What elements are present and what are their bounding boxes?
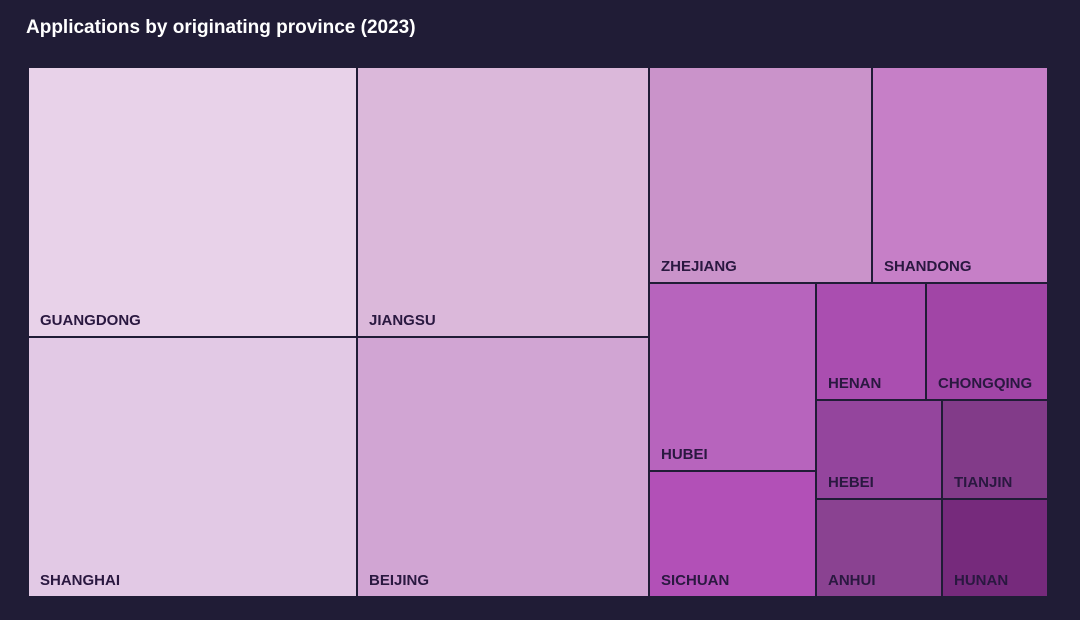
treemap-rect-tianjin	[941, 399, 1049, 500]
treemap-label-jiangsu: JIANGSU	[369, 312, 436, 329]
treemap-label-sichuan: SICHUAN	[661, 572, 729, 589]
treemap-cell-hebei: HEBEI	[815, 399, 943, 500]
treemap-cell-henan: HENAN	[815, 282, 927, 401]
treemap-label-hunan: HUNAN	[954, 572, 1008, 589]
treemap-cell-hubei: HUBEI	[648, 282, 817, 472]
treemap-cell-guangdong: GUANGDONG	[27, 66, 358, 338]
treemap-rect-hunan	[941, 498, 1049, 598]
treemap-cell-jiangsu: JIANGSU	[356, 66, 650, 338]
treemap-label-chongqing: CHONGQING	[938, 375, 1032, 392]
treemap-rect-shandong	[871, 66, 1049, 284]
treemap-label-beijing: BEIJING	[369, 572, 429, 589]
treemap-label-zhejiang: ZHEJIANG	[661, 258, 737, 275]
treemap-cell-beijing: BEIJING	[356, 336, 650, 598]
chart-title: Applications by originating province (20…	[26, 17, 416, 38]
treemap-label-tianjin: TIANJIN	[954, 474, 1012, 491]
treemap-rect-beijing	[356, 336, 650, 598]
treemap-cell-shandong: SHANDONG	[871, 66, 1049, 284]
treemap-label-shandong: SHANDONG	[884, 258, 972, 275]
treemap-label-hubei: HUBEI	[661, 446, 708, 463]
treemap-rect-shanghai	[27, 336, 358, 598]
treemap-rect-hubei	[648, 282, 817, 472]
treemap-cell-sichuan: SICHUAN	[648, 470, 817, 598]
treemap-cell-chongqing: CHONGQING	[925, 282, 1049, 401]
treemap-rect-anhui	[815, 498, 943, 598]
treemap-label-guangdong: GUANGDONG	[40, 312, 141, 329]
treemap-label-henan: HENAN	[828, 375, 881, 392]
treemap-rect-guangdong	[27, 66, 358, 338]
treemap-cell-zhejiang: ZHEJIANG	[648, 66, 873, 284]
treemap-cell-anhui: ANHUI	[815, 498, 943, 598]
treemap-rect-zhejiang	[648, 66, 873, 284]
treemap-cell-tianjin: TIANJIN	[941, 399, 1049, 500]
treemap-cell-hunan: HUNAN	[941, 498, 1049, 598]
treemap-rect-jiangsu	[356, 66, 650, 338]
treemap-rect-chongqing	[925, 282, 1049, 401]
treemap-label-anhui: ANHUI	[828, 572, 876, 589]
treemap-cell-shanghai: SHANGHAI	[27, 336, 358, 598]
treemap-label-hebei: HEBEI	[828, 474, 874, 491]
treemap-label-shanghai: SHANGHAI	[40, 572, 120, 589]
